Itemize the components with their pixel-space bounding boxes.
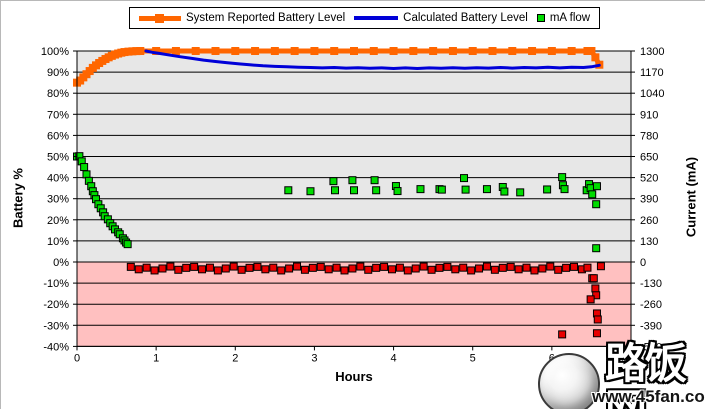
- svg-text:4: 4: [391, 352, 397, 364]
- svg-text:650: 650: [640, 152, 658, 164]
- svg-text:-10%: -10%: [43, 278, 69, 290]
- svg-text:390: 390: [640, 194, 658, 206]
- ma-flow-series: [73, 152, 605, 339]
- svg-text:7: 7: [628, 352, 634, 364]
- svg-text:2: 2: [232, 352, 238, 364]
- svg-text:60%: 60%: [47, 130, 69, 142]
- chart-legend: System Reported Battery Level Calculated…: [129, 7, 601, 29]
- svg-text:-130: -130: [640, 278, 662, 290]
- legend-label-system-reported: System Reported Battery Level: [186, 12, 346, 24]
- svg-text:-20%: -20%: [43, 299, 69, 311]
- svg-text:-520: -520: [640, 341, 662, 353]
- blue-line-sample-icon: [354, 16, 399, 20]
- legend-label-calculated: Calculated Battery Level: [403, 12, 528, 24]
- svg-text:40%: 40%: [47, 173, 69, 185]
- svg-text:50%: 50%: [47, 152, 69, 164]
- legend-item-calculated: Calculated Battery Level: [354, 12, 528, 24]
- svg-text:1300: 1300: [640, 46, 664, 58]
- svg-text:80%: 80%: [47, 88, 69, 100]
- svg-text:-260: -260: [640, 299, 662, 311]
- svg-text:1040: 1040: [640, 88, 664, 100]
- svg-text:-40%: -40%: [43, 341, 69, 353]
- svg-text:30%: 30%: [47, 194, 69, 206]
- green-square-sample-icon: [536, 14, 545, 22]
- svg-text:10%: 10%: [47, 236, 69, 248]
- y-axis-title-left: Battery %: [10, 168, 26, 228]
- svg-text:0: 0: [74, 352, 80, 364]
- legend-item-system-reported: System Reported Battery Level: [139, 12, 345, 24]
- svg-text:1170: 1170: [640, 67, 664, 79]
- legend-label-ma-flow: mA flow: [549, 12, 591, 24]
- x-axis-title: Hours: [335, 369, 373, 384]
- svg-text:0: 0: [640, 257, 646, 269]
- svg-text:-30%: -30%: [43, 320, 69, 332]
- calculated-series: [144, 49, 601, 70]
- svg-text:-390: -390: [640, 320, 662, 332]
- orange-line-sample-icon: [139, 13, 181, 23]
- svg-text:780: 780: [640, 130, 658, 142]
- svg-text:520: 520: [640, 173, 658, 185]
- svg-text:1: 1: [153, 352, 159, 364]
- svg-text:6: 6: [549, 352, 555, 364]
- legend-item-ma-flow: mA flow: [536, 12, 591, 24]
- axis-frame-and-ticks: [73, 50, 635, 351]
- svg-text:130: 130: [640, 236, 658, 248]
- svg-text:20%: 20%: [47, 215, 69, 227]
- axis-tick-labels: 100% 90% 80% 70% 60% 50% 40% 30% 20% 10% 0% -10% -20…: [41, 46, 665, 364]
- y-axis-title-right: Current (mA): [683, 156, 699, 238]
- svg-text:0%: 0%: [53, 257, 69, 269]
- svg-text:90%: 90%: [47, 67, 69, 79]
- svg-text:100%: 100%: [41, 46, 69, 58]
- svg-text:910: 910: [640, 109, 658, 121]
- svg-text:260: 260: [640, 215, 658, 227]
- svg-text:3: 3: [311, 352, 317, 364]
- svg-text:70%: 70%: [47, 109, 69, 121]
- svg-text:5: 5: [470, 352, 476, 364]
